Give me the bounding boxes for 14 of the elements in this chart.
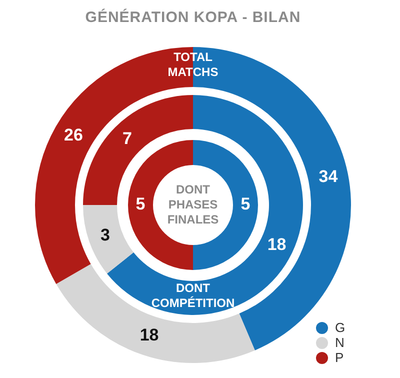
legend-label: G — [335, 320, 346, 335]
data-label: 18 — [140, 326, 159, 345]
chart-title: GÉNÉRATION KOPA - BILAN — [84, 9, 302, 26]
data-label: 5 — [240, 194, 250, 214]
data-label: 26 — [64, 126, 83, 145]
slice-label: DONT PHASES FINALES — [167, 182, 219, 226]
data-label: 7 — [122, 128, 132, 148]
data-label: 34 — [318, 167, 338, 186]
data-label: 5 — [136, 194, 146, 214]
slice-label: DONT COMPÉTITION — [151, 280, 235, 310]
legend-label: P — [335, 350, 344, 365]
data-label: 3 — [100, 225, 110, 244]
legend-label: N — [335, 335, 344, 350]
data-label: 18 — [267, 235, 286, 254]
